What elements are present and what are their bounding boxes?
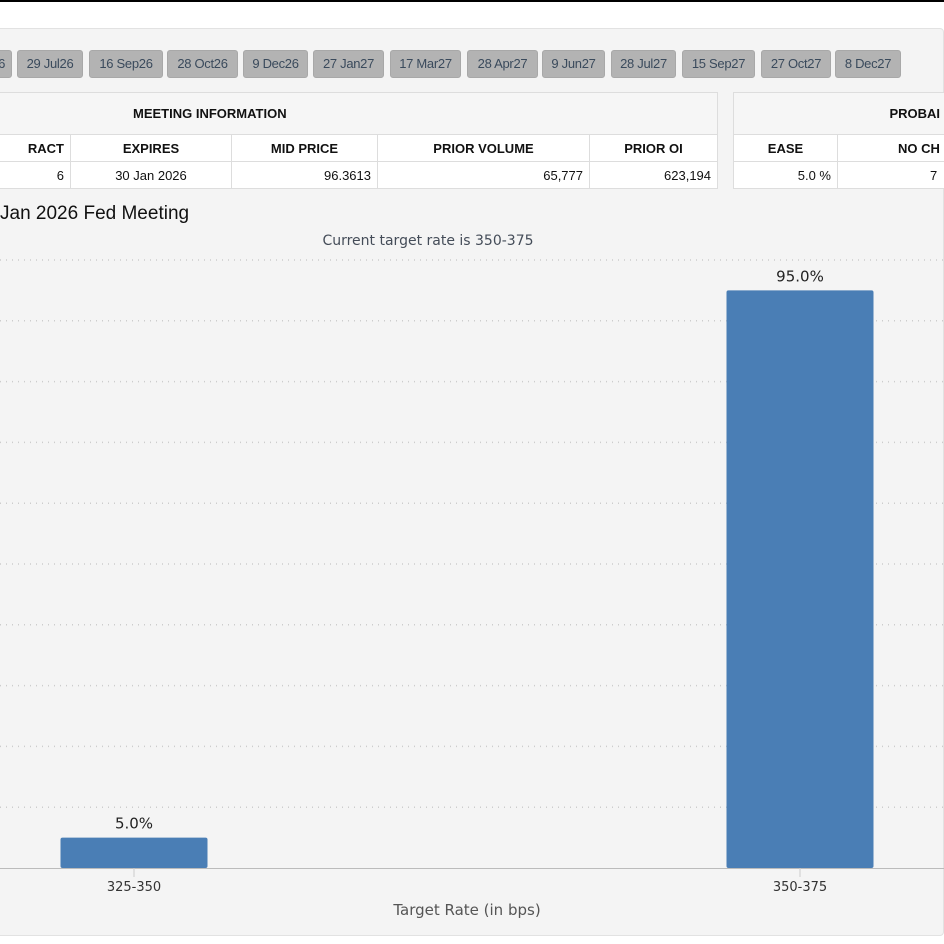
x-tick-label: 350-375 xyxy=(773,880,827,895)
meeting-information-table: MEETING INFORMATION RACT EXPIRES MID PRI… xyxy=(0,92,719,189)
chart-svg: 5.0% 325-350 95.0% 350-375 Target Rate (in b… xyxy=(0,259,944,919)
meeting-tab[interactable]: 16 Sep26 xyxy=(89,50,163,78)
meeting-tab[interactable]: 15 Sep27 xyxy=(682,50,755,78)
cell-ease: 5.0 % xyxy=(733,161,838,189)
cell-contract: 6 xyxy=(0,161,71,189)
chart-subtitle: Current target rate is 350-375 xyxy=(322,233,534,249)
probability-chart: Jan 2026 Fed Meeting Current target rate… xyxy=(0,195,944,936)
meeting-tab[interactable]: 27 Jan27 xyxy=(313,50,384,78)
meeting-tab[interactable]: 9 Jun27 xyxy=(542,50,605,78)
meeting-tab[interactable]: 28 Apr27 xyxy=(467,50,538,78)
col-mid-price: MID PRICE xyxy=(231,134,378,162)
col-prior-volume: PRIOR VOLUME xyxy=(377,134,590,162)
data-label: 95.0% xyxy=(776,267,824,285)
meeting-tab[interactable]: 28 Jul27 xyxy=(611,50,676,78)
bar-350-375 xyxy=(726,290,874,868)
meeting-tab[interactable]: 9 Dec26 xyxy=(243,50,308,78)
meeting-tab[interactable]: 17 Mar27 xyxy=(390,50,461,78)
bar-325-350 xyxy=(60,837,208,868)
cell-prior-volume: 65,777 xyxy=(377,161,590,189)
cell-no-change: 7 xyxy=(837,161,944,189)
meeting-tabs: 6 29 Jul26 16 Sep26 28 Oct26 9 Dec26 27 Jan27… xyxy=(0,50,944,78)
cell-mid-price: 96.3613 xyxy=(231,161,378,189)
probabilities-table: PROBAI EASE NO CH 5.0 % 7 xyxy=(733,92,944,189)
x-tick-label: 325-350 xyxy=(107,880,161,895)
cell-expires: 30 Jan 2026 xyxy=(70,161,232,189)
col-ease: EASE xyxy=(733,134,838,162)
meeting-tab[interactable]: 27 Oct27 xyxy=(761,50,831,78)
col-contract: RACT xyxy=(0,134,71,162)
meeting-information-title: MEETING INFORMATION xyxy=(0,92,719,135)
x-axis-title: Target Rate (in bps) xyxy=(392,901,540,919)
meeting-tab[interactable]: 8 Dec27 xyxy=(835,50,901,78)
data-label: 5.0% xyxy=(115,815,153,833)
col-prior-oi: PRIOR OI xyxy=(588,134,719,162)
chart-title: Jan 2026 Fed Meeting xyxy=(0,203,190,224)
top-border xyxy=(0,0,944,2)
cell-prior-oi: 623,194 xyxy=(588,161,719,189)
probabilities-title: PROBAI xyxy=(733,92,944,135)
col-expires: EXPIRES xyxy=(70,134,232,162)
meeting-tab[interactable]: 6 xyxy=(0,50,12,78)
col-no-change: NO CH xyxy=(837,134,944,162)
meeting-tab[interactable]: 28 Oct26 xyxy=(167,50,238,78)
meeting-tab[interactable]: 29 Jul26 xyxy=(17,50,83,78)
